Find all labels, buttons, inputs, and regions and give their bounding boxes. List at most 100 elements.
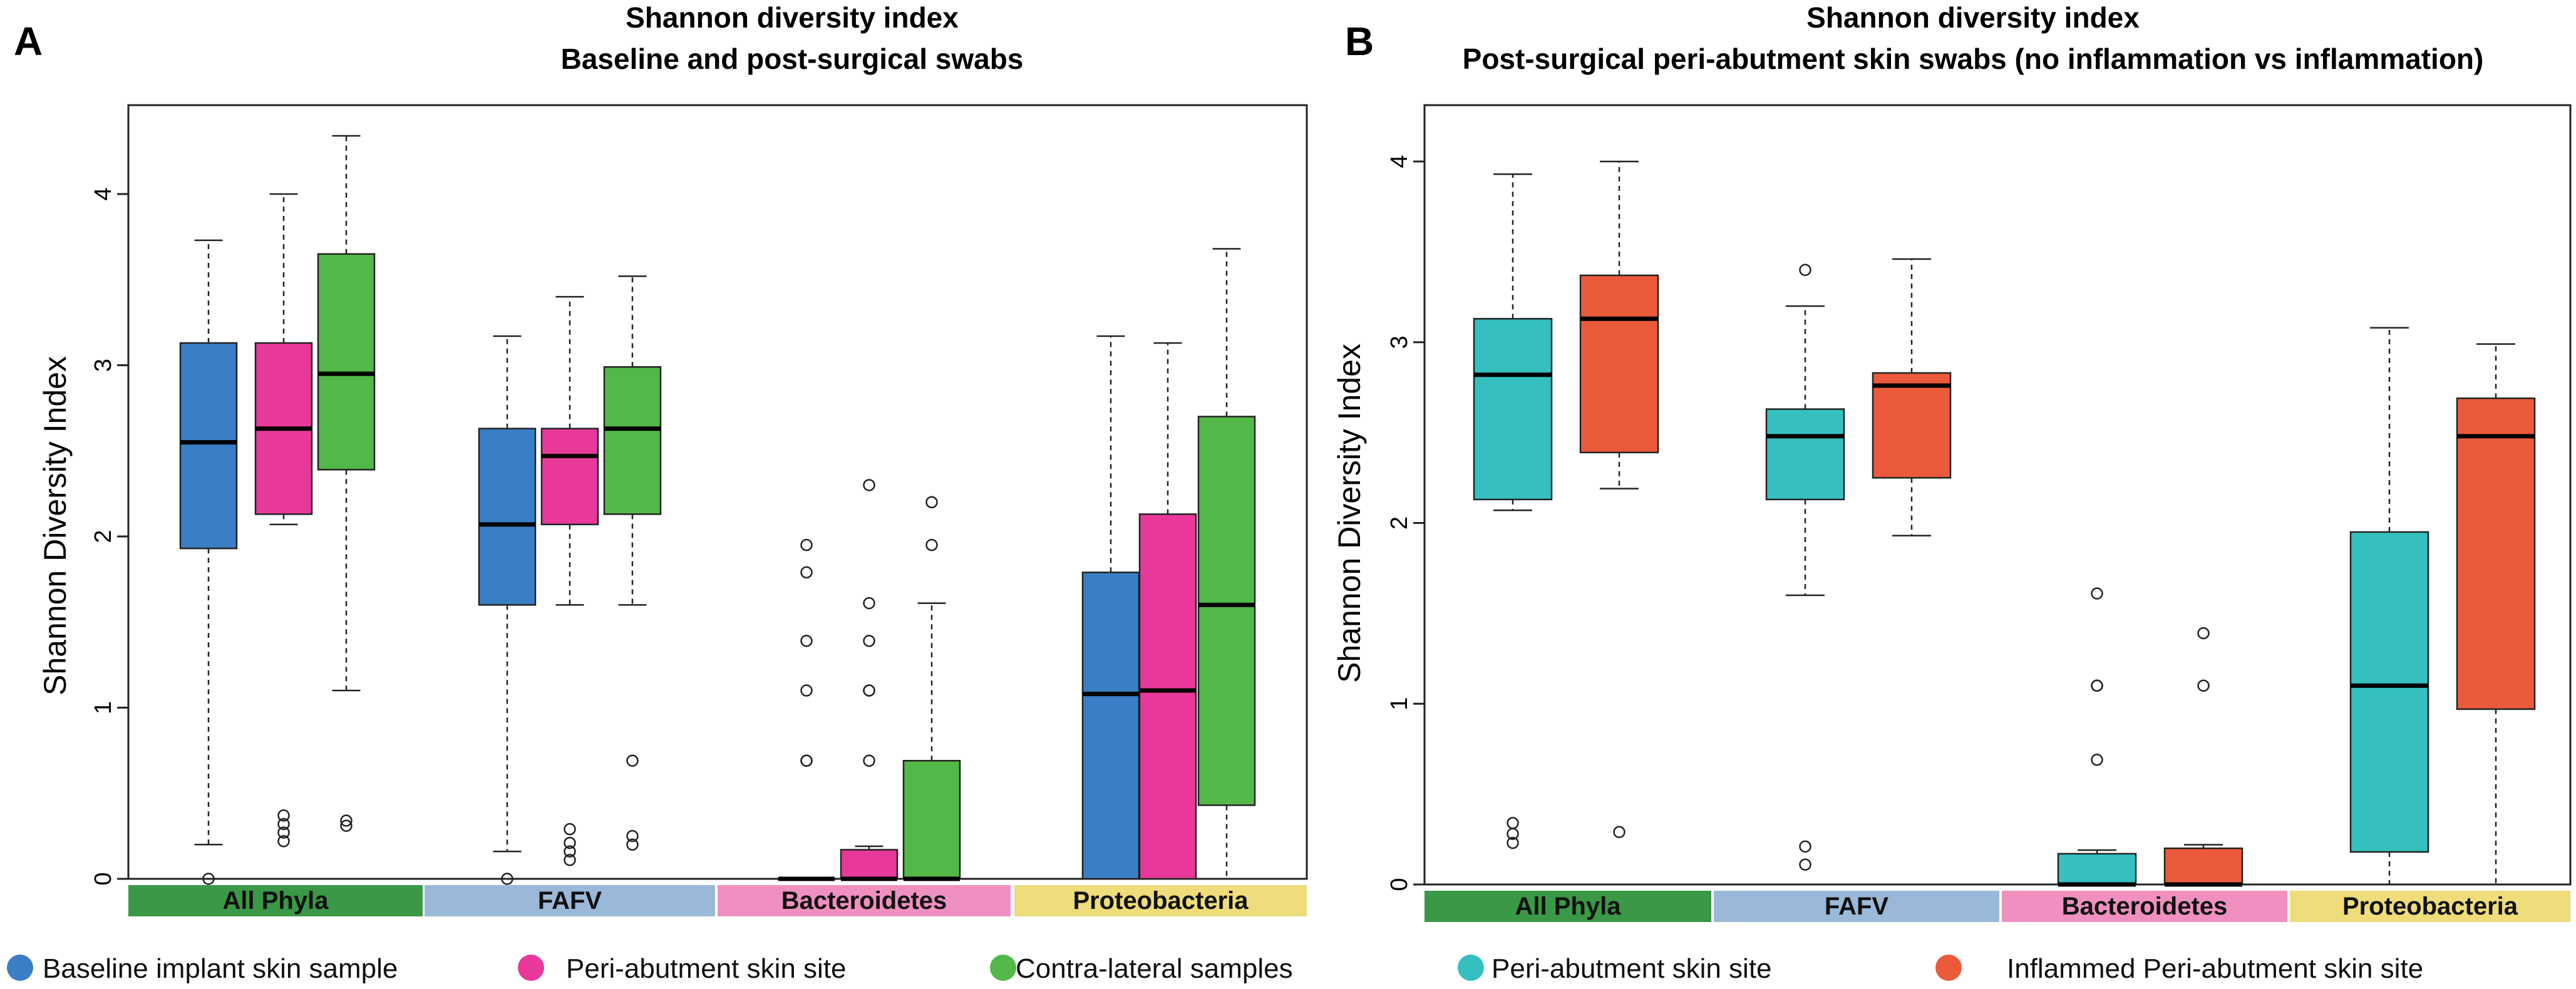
- outlier-point: [626, 838, 639, 851]
- panel-a-box-1-3: [777, 538, 836, 881]
- panel-b-box-1-1: [1473, 173, 1553, 849]
- panel-a-category-band: [128, 885, 423, 916]
- outlier-point: [2091, 754, 2103, 766]
- panel-a-box-2-2: [540, 295, 599, 866]
- panel-a-box-3-1: [317, 135, 376, 832]
- panel-b-title-line2: Post-surgical peri-abutment skin swabs (…: [1463, 43, 2484, 75]
- outlier-point: [863, 597, 875, 610]
- outlier-point: [277, 809, 290, 822]
- panel-b-category-label: Bacteroidetes: [2062, 893, 2228, 920]
- panel-b-plot-frame: [1423, 104, 2572, 886]
- panel-b-box-1-3: [2057, 587, 2137, 887]
- outlier-point: [202, 873, 215, 885]
- panel-a-box-1-2: [478, 335, 537, 885]
- box-iqr: [2163, 848, 2244, 886]
- panel-b-category-band: [1425, 891, 1711, 922]
- box-iqr: [1579, 274, 1659, 454]
- box-iqr: [1872, 372, 1952, 479]
- panel-b-category-label: FAFV: [1825, 893, 1889, 920]
- outlier-point: [800, 635, 813, 647]
- outlier-point: [863, 479, 875, 491]
- box-iqr: [2349, 531, 2429, 853]
- box-iqr: [2057, 853, 2137, 886]
- panel-a-box-1-1: [179, 239, 238, 885]
- panel-b-y-tick-label: 1: [1386, 697, 1413, 710]
- outlier-point: [626, 829, 639, 843]
- box-iqr: [2456, 397, 2536, 710]
- panel-a-y-tick-label: 1: [90, 701, 116, 714]
- outlier-point: [501, 873, 513, 885]
- outlier-point: [626, 754, 639, 767]
- outlier-point: [1799, 840, 1811, 853]
- panel-b-box-2-1: [1579, 160, 1659, 839]
- panel-b-legend-swatch: [1458, 955, 1484, 981]
- panel-a-y-axis-label: Shannon Diversity Index: [38, 356, 73, 695]
- outlier-point: [800, 754, 813, 767]
- outlier-point: [1799, 264, 1811, 276]
- panel-b-y-tick-label: 2: [1386, 516, 1413, 530]
- panel-a-title-line1: Shannon diversity index: [626, 1, 959, 34]
- panel-b-category-label: All Phyla: [1515, 893, 1622, 920]
- panel-a-box-1-4: [1081, 335, 1140, 880]
- box-iqr: [1197, 416, 1256, 806]
- panel-a-box-3-2: [603, 275, 662, 851]
- outlier-point: [863, 684, 875, 697]
- box-iqr: [902, 760, 961, 880]
- outlier-point: [340, 819, 353, 832]
- box-iqr: [1081, 571, 1140, 880]
- panel-a-y-tick-label: 2: [90, 530, 116, 543]
- panel-a-title-line2: Baseline and post-surgical swabs: [561, 43, 1024, 75]
- box-iqr: [1765, 408, 1845, 501]
- panel-b-legend-swatch: [1935, 955, 1962, 981]
- outlier-point: [564, 854, 576, 866]
- outlier-point: [2197, 627, 2210, 640]
- panel-a-legend-label: Contra-lateral samples: [1016, 953, 1293, 984]
- outlier-point: [340, 814, 353, 827]
- outlier-point: [277, 835, 290, 848]
- outlier-point: [800, 538, 813, 551]
- panel-a-plot-frame: [127, 104, 1308, 880]
- panel-a-category-label: All Phyla: [223, 887, 329, 915]
- panel-b-legend-label: Peri-abutment skin site: [1492, 953, 1772, 984]
- panel-a-category-label: FAFV: [538, 887, 602, 915]
- panel-b-y-tick-label: 3: [1386, 336, 1413, 349]
- panel-a-box-2-3: [840, 479, 899, 881]
- panel-a-y-tick-label: 3: [90, 359, 116, 372]
- panel-a-category-band: [718, 885, 1011, 916]
- panel-b-category-band: [2290, 891, 2570, 922]
- outlier-point: [277, 826, 290, 839]
- box-iqr: [478, 428, 537, 606]
- panel-b-box-1-4: [2349, 327, 2429, 886]
- panel-b-letter: B: [1345, 19, 1374, 64]
- box-iqr: [317, 253, 376, 471]
- panel-a-category-label: Proteobacteria: [1073, 887, 1249, 915]
- panel-b: B Shannon diversity index Post-surgical …: [1332, 1, 2572, 984]
- panel-b-y-tick-label: 0: [1386, 878, 1413, 891]
- panel-a-legend-label: Baseline implant skin sample: [43, 953, 398, 984]
- panel-a-letter: A: [14, 19, 43, 64]
- outlier-point: [800, 566, 813, 579]
- panel-b-y-axis-label: Shannon Diversity Index: [1332, 344, 1367, 683]
- panel-b-box-2-2: [1872, 258, 1952, 536]
- outlier-point: [863, 754, 875, 767]
- panel-a-category-band: [1014, 885, 1307, 916]
- panel-a-legend-swatch: [990, 955, 1016, 981]
- outlier-point: [925, 538, 938, 551]
- panel-a-box-2-1: [254, 193, 313, 848]
- panel-b-box-2-4: [2456, 343, 2536, 886]
- panel-a-legend-swatch: [7, 955, 33, 981]
- outlier-point: [800, 684, 813, 697]
- panel-b-category-label: Proteobacteria: [2342, 893, 2518, 920]
- outlier-point: [2091, 587, 2103, 600]
- panel-b-category-band: [2002, 891, 2287, 922]
- outlier-point: [564, 836, 576, 849]
- outlier-point: [863, 635, 875, 647]
- outlier-point: [564, 845, 576, 858]
- panel-a-box-3-3: [902, 496, 961, 881]
- outlier-point: [1507, 836, 1519, 849]
- panel-a-legend-swatch: [518, 955, 544, 981]
- panel-a-legend-label: Peri-abutment skin site: [566, 953, 847, 984]
- panel-b-title-line1: Shannon diversity index: [1806, 1, 2140, 34]
- outlier-point: [1613, 826, 1625, 839]
- outlier-point: [2091, 679, 2103, 692]
